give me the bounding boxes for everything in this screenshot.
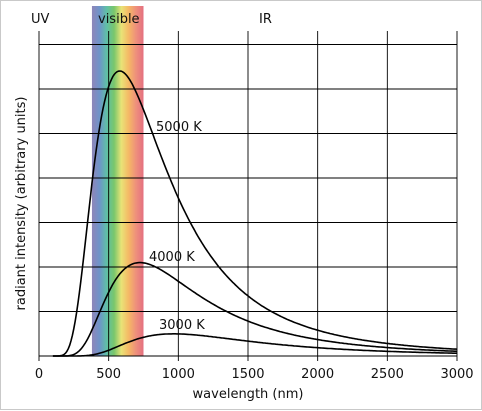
- x-tick-label: 1000: [162, 367, 195, 382]
- x-tick-label: 0: [35, 367, 43, 382]
- ir-region-label: IR: [259, 12, 272, 27]
- curve-4000k: [52, 261, 458, 357]
- series-label-3000k: 3000 K: [159, 318, 205, 333]
- x-tick-label: 2500: [371, 367, 404, 382]
- x-tick-label: 2000: [301, 367, 334, 382]
- x-axis-title: wavelength (nm): [193, 387, 304, 402]
- x-tick-label: 500: [96, 367, 121, 382]
- uv-region-label: UV: [31, 12, 50, 27]
- series-label-4000k: 4000 K: [149, 250, 195, 265]
- x-tick-label: 1500: [231, 367, 264, 382]
- curve-3000k: [52, 333, 457, 357]
- series-label-5000k: 5000 K: [156, 120, 202, 135]
- y-axis-title: radiant intensity (arbitrary units): [14, 97, 29, 311]
- curve-5000k: [52, 70, 458, 357]
- x-tick-label: 3000: [440, 367, 473, 382]
- visible-region-label: visible: [98, 12, 140, 27]
- visible-spectrum-band: [91, 6, 144, 356]
